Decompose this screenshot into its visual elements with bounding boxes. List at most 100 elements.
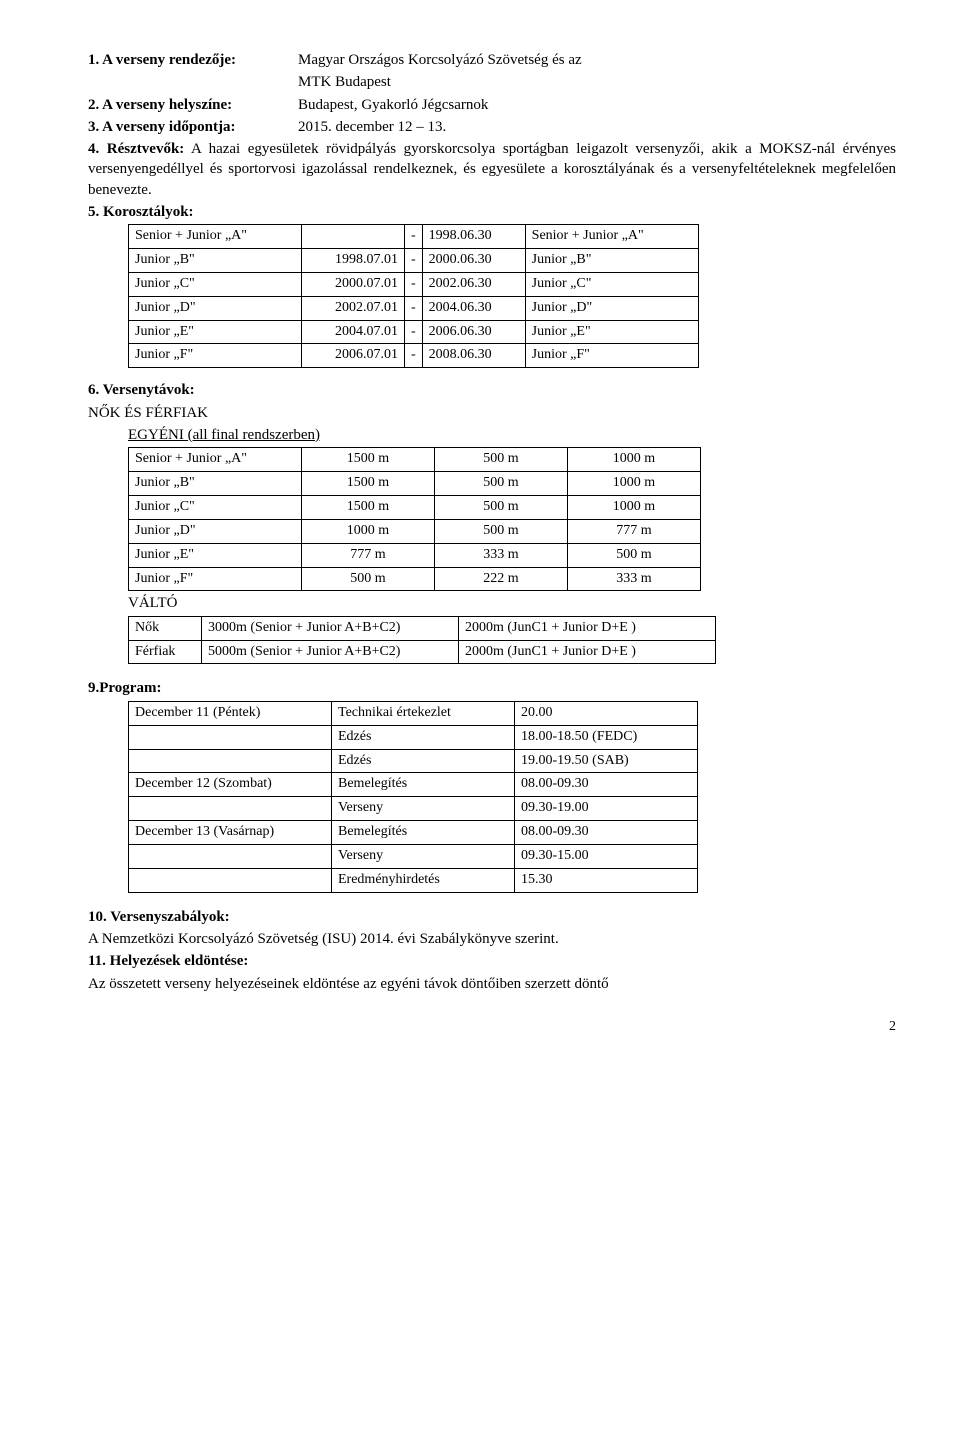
- section-11: 11. Helyezések eldöntése:: [88, 951, 896, 971]
- s4-label: 4. Résztvevők:: [88, 141, 184, 157]
- section-9-label: 9.Program:: [88, 678, 896, 698]
- section-3: 3. A verseny időpontja: 2015. december 1…: [88, 117, 896, 137]
- table-row: Junior „B"1998.07.01-2000.06.30Junior „B…: [129, 248, 699, 272]
- table-cell: Junior „C": [129, 495, 302, 519]
- table-cell: Senior + Junior „A": [129, 225, 302, 249]
- table-cell: Nők: [129, 616, 202, 640]
- section-4: 4. Résztvevők: A hazai egyesületek rövid…: [88, 139, 896, 200]
- table-cell: Junior „C": [525, 272, 698, 296]
- table-cell: [129, 749, 332, 773]
- table-cell: 777 m: [568, 519, 701, 543]
- table-cell: 222 m: [435, 567, 568, 591]
- table-cell: 500 m: [568, 543, 701, 567]
- table-relay: Nők3000m (Senior + Junior A+B+C2)2000m (…: [128, 616, 716, 665]
- table-row: Nők3000m (Senior + Junior A+B+C2)2000m (…: [129, 616, 716, 640]
- table-cell: Junior „D": [129, 296, 302, 320]
- table-row: Junior „D"2002.07.01-2004.06.30Junior „D…: [129, 296, 699, 320]
- table-row: Junior „C"1500 m500 m1000 m: [129, 495, 701, 519]
- table-cell: Junior „E": [129, 543, 302, 567]
- table-row: Férfiak5000m (Senior + Junior A+B+C2)200…: [129, 640, 716, 664]
- table-cell: 500 m: [435, 519, 568, 543]
- table-cell: Senior + Junior „A": [525, 225, 698, 249]
- table-cell: 19.00-19.50 (SAB): [515, 749, 698, 773]
- table-cell: Junior „C": [129, 272, 302, 296]
- table-cell: Junior „B": [129, 248, 302, 272]
- table-cell: 2000m (JunC1 + Junior D+E ): [459, 616, 716, 640]
- s11-body: Az összetett verseny helyezéseinek eldön…: [88, 974, 896, 994]
- table-cell: 2000m (JunC1 + Junior D+E ): [459, 640, 716, 664]
- table-cell: -: [405, 344, 423, 368]
- table-row: Edzés18.00-18.50 (FEDC): [129, 725, 698, 749]
- table-cell: 500 m: [435, 471, 568, 495]
- table-cell: Junior „B": [129, 471, 302, 495]
- s1-line1: Magyar Országos Korcsolyázó Szövetség és…: [298, 50, 896, 70]
- table-cell: 1000 m: [568, 448, 701, 472]
- table-cell: 1500 m: [302, 495, 435, 519]
- s2-label: 2. A verseny helyszíne:: [88, 95, 298, 115]
- table-cell: Férfiak: [129, 640, 202, 664]
- table-cell: Verseny: [332, 845, 515, 869]
- s1-label: 1. A verseny rendezője:: [88, 50, 298, 70]
- table-cell: 15.30: [515, 868, 698, 892]
- table-cell: Junior „F": [129, 567, 302, 591]
- section-1: 1. A verseny rendezője: Magyar Országos …: [88, 50, 896, 93]
- table-cell: 08.00-09.30: [515, 773, 698, 797]
- table-cell: 2006.07.01: [302, 344, 405, 368]
- table-cell: December 13 (Vasárnap): [129, 821, 332, 845]
- table-cell: Bemelegítés: [332, 773, 515, 797]
- s3-label: 3. A verseny időpontja:: [88, 117, 298, 137]
- page-number: 2: [88, 1018, 896, 1037]
- table-cell: [129, 845, 332, 869]
- table-cell: Verseny: [332, 797, 515, 821]
- section-5-label: 5. Korosztályok:: [88, 202, 896, 222]
- s6-sub2: EGYÉNI (all final rendszerben): [128, 425, 896, 445]
- table-row: Junior „C"2000.07.01-2002.06.30Junior „C…: [129, 272, 699, 296]
- table-row: Edzés19.00-19.50 (SAB): [129, 749, 698, 773]
- s3-value: 2015. december 12 – 13.: [298, 117, 896, 137]
- table-cell: -: [405, 272, 423, 296]
- table-cell: 2004.07.01: [302, 320, 405, 344]
- table-cell: 777 m: [302, 543, 435, 567]
- table-cell: Technikai értekezlet: [332, 701, 515, 725]
- section-6-label: 6. Versenytávok:: [88, 380, 896, 400]
- table-row: Senior + Junior „A"-1998.06.30Senior + J…: [129, 225, 699, 249]
- table-cell: Eredményhirdetés: [332, 868, 515, 892]
- table-cell: 18.00-18.50 (FEDC): [515, 725, 698, 749]
- table-cell: 5000m (Senior + Junior A+B+C2): [202, 640, 459, 664]
- table-row: Verseny09.30-15.00: [129, 845, 698, 869]
- table-cell: -: [405, 225, 423, 249]
- table-cell: 2000.07.01: [302, 272, 405, 296]
- table-age-groups: Senior + Junior „A"-1998.06.30Senior + J…: [128, 224, 699, 368]
- valto-label: VÁLTÓ: [128, 593, 896, 613]
- table-row: Senior + Junior „A"1500 m500 m1000 m: [129, 448, 701, 472]
- table-cell: 09.30-19.00: [515, 797, 698, 821]
- table-cell: 500 m: [435, 495, 568, 519]
- table-row: Junior „D"1000 m500 m777 m: [129, 519, 701, 543]
- table-cell: -: [405, 248, 423, 272]
- table-cell: Junior „D": [525, 296, 698, 320]
- table-cell: Junior „B": [525, 248, 698, 272]
- table-cell: [302, 225, 405, 249]
- table-cell: 2000.06.30: [422, 248, 525, 272]
- table-row: Verseny09.30-19.00: [129, 797, 698, 821]
- table-cell: Junior „D": [129, 519, 302, 543]
- table-cell: 500 m: [435, 448, 568, 472]
- table-row: Junior „E"2004.07.01-2006.06.30Junior „E…: [129, 320, 699, 344]
- section-10: 10. Versenyszabályok:: [88, 907, 896, 927]
- table-cell: 09.30-15.00: [515, 845, 698, 869]
- table-cell: Senior + Junior „A": [129, 448, 302, 472]
- table-cell: [129, 868, 332, 892]
- table-row: Junior „F"500 m222 m333 m: [129, 567, 701, 591]
- table-cell: 333 m: [435, 543, 568, 567]
- table-cell: Edzés: [332, 749, 515, 773]
- table-cell: 1500 m: [302, 448, 435, 472]
- table-cell: 20.00: [515, 701, 698, 725]
- table-cell: 1000 m: [568, 471, 701, 495]
- table-program: December 11 (Péntek)Technikai értekezlet…: [128, 701, 698, 893]
- section-2: 2. A verseny helyszíne: Budapest, Gyakor…: [88, 95, 896, 115]
- table-row: December 11 (Péntek)Technikai értekezlet…: [129, 701, 698, 725]
- table-cell: 1998.07.01: [302, 248, 405, 272]
- table-row: December 12 (Szombat)Bemelegítés08.00-09…: [129, 773, 698, 797]
- table-distances: Senior + Junior „A"1500 m500 m1000 mJuni…: [128, 447, 701, 591]
- table-cell: [129, 725, 332, 749]
